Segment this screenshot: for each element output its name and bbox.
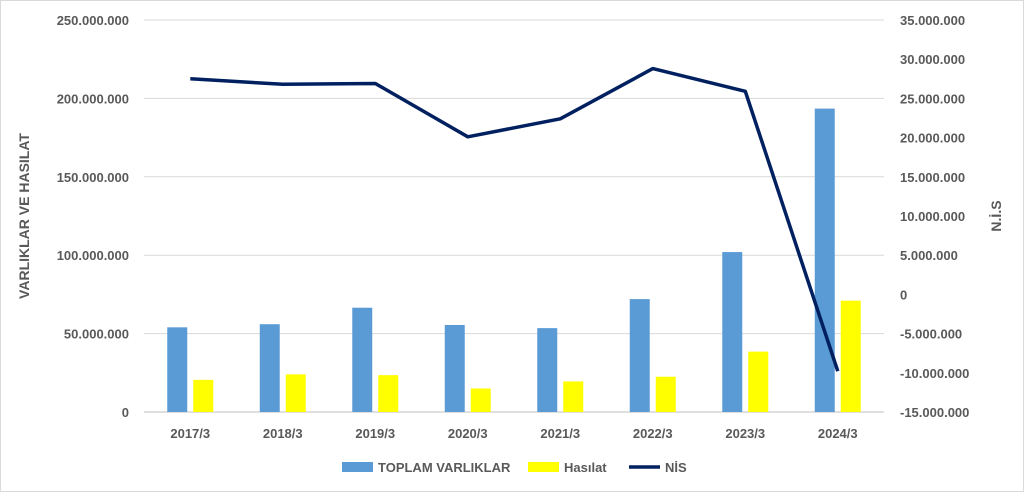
bar-toplam-varliklar	[537, 328, 558, 412]
y2-tick-label: 10.000.000	[900, 209, 965, 224]
x-tick-label: 2018/3	[263, 426, 303, 441]
x-tick-label: 2024/3	[818, 426, 858, 441]
legend-label: NİS	[665, 460, 687, 475]
bar-hasilat	[378, 375, 399, 412]
y-tick-label: 50.000.000	[64, 327, 129, 342]
y-axis-ticks: 0 50.000.000 100.000.000 150.000.000 200.000…	[57, 13, 129, 420]
x-tick-label: 2019/3	[355, 426, 395, 441]
y-tick-label: 250.000.000	[57, 13, 129, 28]
bar-toplam-varliklar	[352, 307, 373, 412]
y-tick-label: 100.000.000	[57, 248, 129, 263]
legend-label: TOPLAM VARLIKLAR	[378, 460, 511, 475]
y2-tick-label: 30.000.000	[900, 52, 965, 67]
x-tick-label: 2017/3	[170, 426, 210, 441]
y2-tick-label: 35.000.000	[900, 13, 965, 28]
bar-hasilat	[470, 388, 491, 412]
bar-toplam-varliklar	[722, 252, 743, 412]
y2-tick-label: -10.000.000	[900, 366, 969, 381]
bar-hasilat	[840, 300, 861, 412]
bar-hasilat	[655, 376, 676, 412]
y-tick-label: 200.000.000	[57, 91, 129, 106]
y-tick-label: 150.000.000	[57, 170, 129, 185]
gridlines	[144, 19, 884, 413]
x-tick-label: 2021/3	[540, 426, 580, 441]
x-tick-label: 2022/3	[633, 426, 673, 441]
bar-toplam-varliklar	[167, 327, 188, 412]
bar-toplam-varliklar	[444, 324, 465, 412]
x-tick-label: 2023/3	[725, 426, 765, 441]
legend-label: Hasılat	[564, 460, 607, 475]
y2-tick-label: 25.000.000	[900, 91, 965, 106]
bar-toplam-varliklar	[814, 108, 835, 412]
y2-axis-title: N.İ.S	[988, 200, 1004, 231]
y2-tick-label: 5.000.000	[900, 248, 958, 263]
bar-toplam-varliklar	[259, 324, 280, 412]
x-tick-label: 2020/3	[448, 426, 488, 441]
y2-tick-label: -15.000.000	[900, 405, 969, 420]
legend: TOPLAM VARLIKLAR Hasılat NİS	[342, 460, 687, 475]
legend-swatch	[528, 462, 559, 472]
bar-hasilat	[563, 381, 584, 412]
bar-hasilat	[285, 374, 306, 412]
y2-axis-ticks: -15.000.000 -10.000.000 -5.000.000 0 5.000.0…	[900, 13, 969, 420]
legend-swatch	[342, 462, 373, 472]
line-nis	[190, 66, 840, 372]
y2-tick-label: 20.000.000	[900, 131, 965, 146]
y2-tick-label: 0	[900, 287, 907, 302]
x-axis-ticks: 2017/3 2018/3 2019/3 2020/3 2021/3 2022/3 2023…	[170, 426, 857, 441]
y-tick-label: 0	[122, 405, 129, 420]
bar-toplam-varliklar	[629, 299, 650, 412]
bar-hasilat	[748, 351, 769, 412]
y-axis-title: VARLIKLAR VE HASILAT	[16, 133, 32, 299]
y2-tick-label: -5.000.000	[900, 327, 962, 342]
y2-tick-label: 15.000.000	[900, 170, 965, 185]
bars	[167, 108, 861, 412]
bar-hasilat	[193, 379, 214, 412]
line-series	[190, 66, 840, 372]
